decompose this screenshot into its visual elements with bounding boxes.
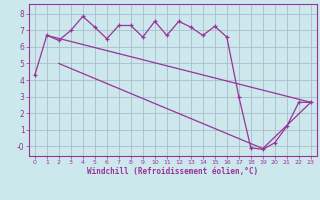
- X-axis label: Windchill (Refroidissement éolien,°C): Windchill (Refroidissement éolien,°C): [87, 167, 258, 176]
